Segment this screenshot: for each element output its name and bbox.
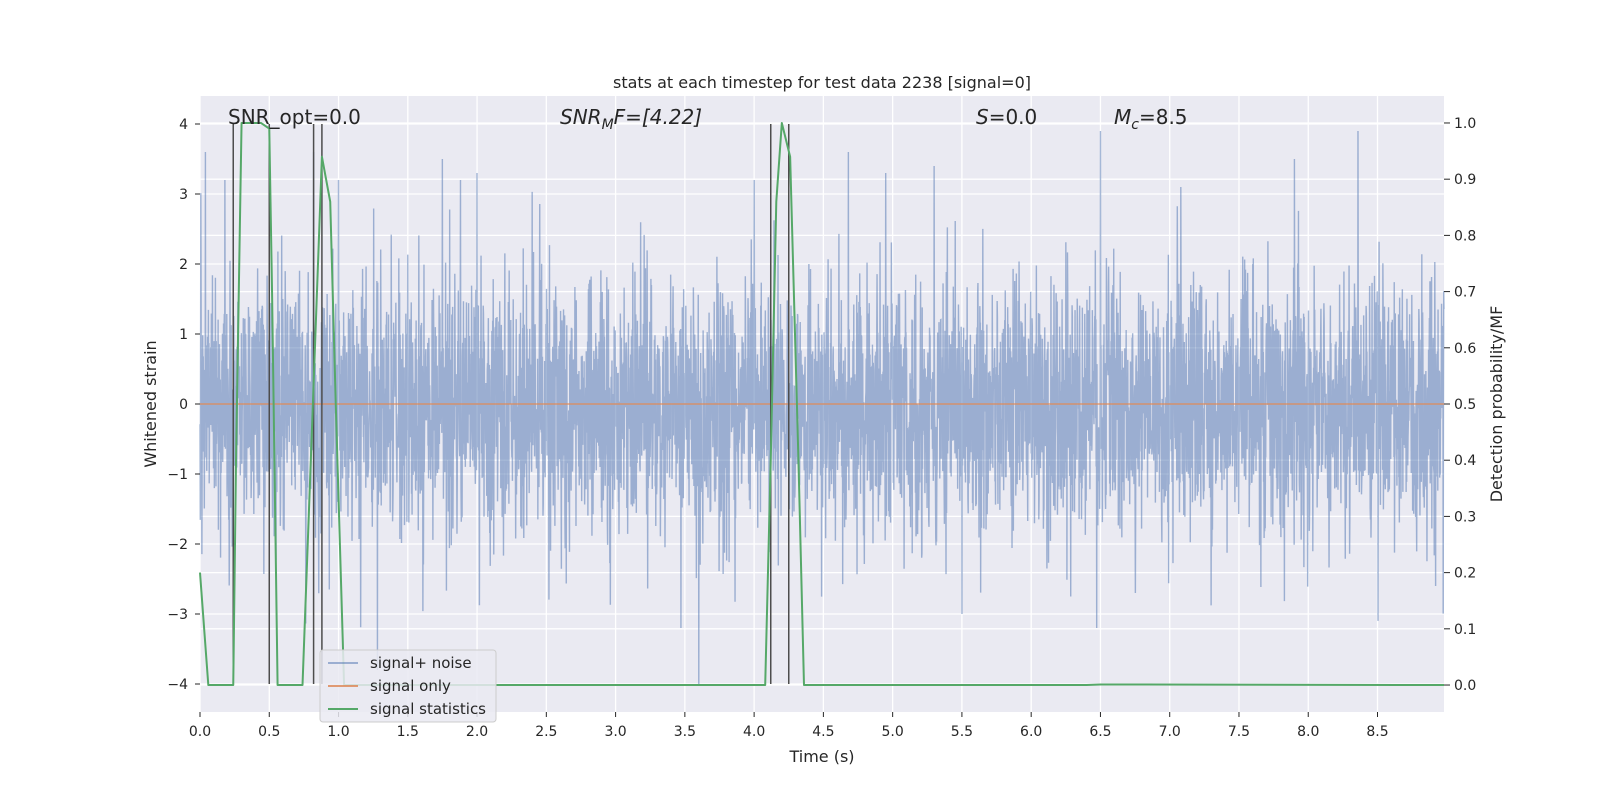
- y-right-tick-label-4: 0.6: [1454, 341, 1476, 357]
- annotation-snr-mf-rest: F=[4.22]: [614, 105, 702, 129]
- series-signal-statistics: [199, 121, 1445, 687]
- y-tick-label-7: −3: [167, 607, 188, 623]
- vertical-markers: [232, 124, 790, 684]
- x-tick-label-3: 1.5: [397, 724, 419, 740]
- y-right-tick-label-3: 0.7: [1454, 285, 1476, 301]
- y-right-tick-label-8: 0.2: [1454, 566, 1476, 582]
- line-signal-statistics: [199, 121, 1445, 687]
- x-tick-label-7: 3.5: [674, 724, 696, 740]
- y-right-tick-label-6: 0.4: [1454, 453, 1476, 469]
- y-right-tick-label-7: 0.3: [1454, 509, 1476, 525]
- legend-label-signal-only: signal only: [370, 677, 451, 695]
- x-tick-label-2: 1.0: [327, 724, 349, 740]
- y-right-tick-label-10: 0.0: [1454, 678, 1476, 694]
- x-tick-label-10: 5.0: [882, 724, 904, 740]
- y-axis-label: Whitened strain: [141, 340, 160, 467]
- annotation-mc: Mc=8.5: [1114, 105, 1188, 133]
- y-right-tick-label-2: 0.8: [1454, 228, 1476, 244]
- annotation-s-main: S: [976, 105, 989, 129]
- legend-label-signal-noise: signal+ noise: [370, 654, 472, 672]
- x-tick-label-0: 0.0: [189, 724, 211, 740]
- x-tick-label-14: 7.0: [1159, 724, 1181, 740]
- y-right-tick-label-5: 0.5: [1454, 397, 1476, 413]
- x-tick-label-5: 2.5: [535, 724, 557, 740]
- annotation-mc-main: M: [1114, 105, 1131, 129]
- right-y-axis-label: Detection probability/MF: [1487, 306, 1506, 503]
- x-tick-label-12: 6.0: [1020, 724, 1042, 740]
- y-tick-label-4: 0: [179, 397, 188, 413]
- y-tick-label-3: 1: [179, 327, 188, 343]
- annotation-s: S=0.0: [976, 105, 1037, 129]
- x-tick-label-4: 2.0: [466, 724, 488, 740]
- x-tick-label-16: 8.0: [1297, 724, 1319, 740]
- annotation-snr-mf-sub: M: [602, 117, 614, 133]
- legend-label-signal-statistics: signal statistics: [370, 700, 486, 718]
- x-tick-label-17: 8.5: [1366, 724, 1388, 740]
- axes: 0.0 0.5 1.0 1.5 2.0 2.5 3.0 3.5 4.0 4.5 5.0 5.5 6.0 6…: [167, 116, 1476, 740]
- annotation-snr-opt: SNR_opt=0.0: [228, 105, 361, 129]
- annotation-s-rest: =0.0: [989, 105, 1038, 129]
- x-tick-label-11: 5.5: [951, 724, 973, 740]
- x-tick-label-13: 6.5: [1089, 724, 1111, 740]
- x-tick-label-8: 4.0: [743, 724, 765, 740]
- annotation-snr-mf-main: SNR: [560, 105, 602, 129]
- annotation-mc-rest: =8.5: [1139, 105, 1188, 129]
- line-signal-noise: [199, 130, 1445, 685]
- x-axis-label: Time (s): [788, 747, 854, 766]
- x-tick-label-1: 0.5: [258, 724, 280, 740]
- y-tick-label-2: 2: [179, 257, 188, 273]
- series-signal-noise: [199, 130, 1445, 685]
- y-tick-label-0: 4: [179, 117, 188, 133]
- y-tick-label-8: −4: [167, 677, 188, 693]
- y-right-tick-label-9: 0.1: [1454, 622, 1476, 638]
- legend-box: [319, 649, 497, 723]
- x-tick-label-15: 7.5: [1228, 724, 1250, 740]
- y-right-tick-label-0: 1.0: [1454, 116, 1476, 132]
- x-tick-label-9: 4.5: [812, 724, 834, 740]
- annotation-snr-mf: SNRMF=[4.22]: [560, 105, 702, 133]
- legend: signal+ noise signal only signal statist…: [319, 649, 497, 723]
- annotation-mc-sub: c: [1131, 117, 1139, 133]
- y-tick-label-5: −1: [167, 467, 188, 483]
- chart-title: stats at each timestep for test data 223…: [613, 73, 1031, 92]
- y-tick-label-6: −2: [167, 537, 188, 553]
- y-right-tick-label-1: 0.9: [1454, 172, 1476, 188]
- y-tick-label-1: 3: [179, 187, 188, 203]
- x-tick-label-6: 3.0: [604, 724, 626, 740]
